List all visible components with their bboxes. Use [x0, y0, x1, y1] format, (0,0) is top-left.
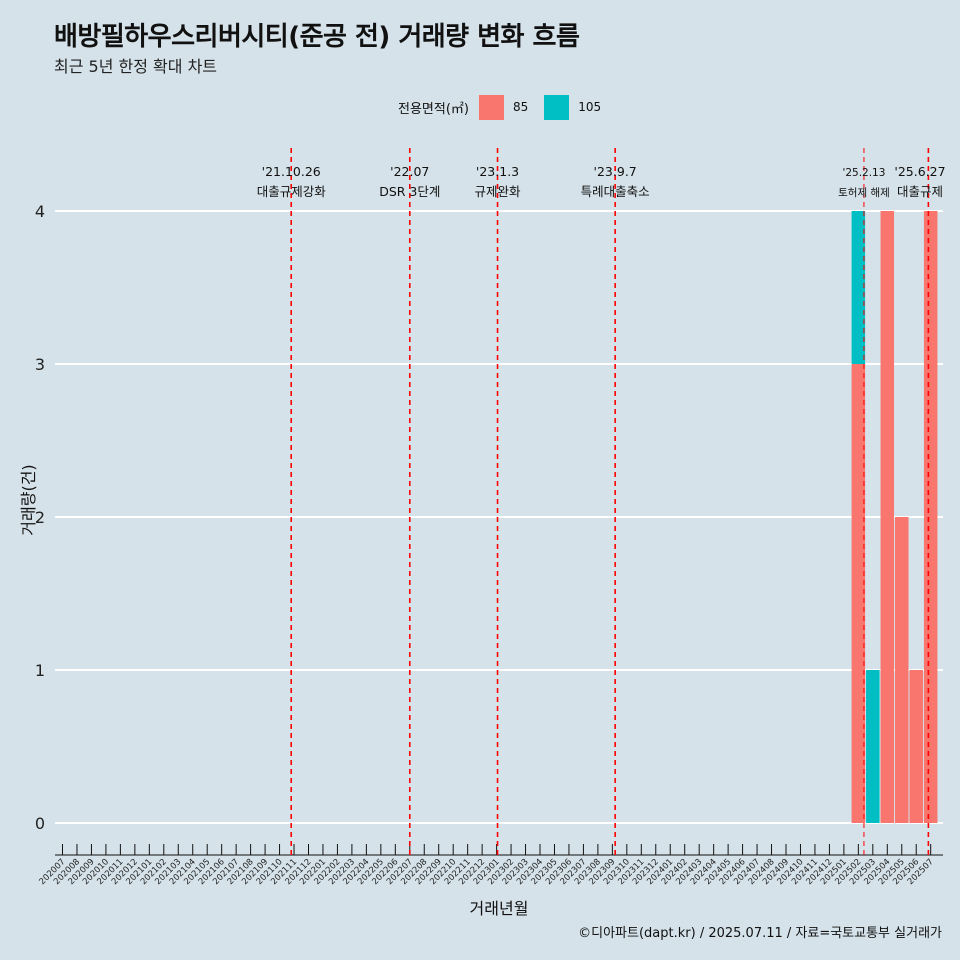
x-axis-title: 거래년월 [470, 899, 529, 918]
event-name-label: 대출규제 [897, 184, 943, 199]
y-tick-label: 0 [35, 814, 45, 833]
y-tick-label: 1 [35, 661, 45, 680]
y-tick-label: 3 [35, 355, 45, 374]
event-name-label: 특례대출축소 [581, 184, 650, 199]
event-name-label: 토허제 해제 [838, 186, 890, 199]
legend-key-105 [544, 94, 570, 120]
chart-subtitle: 최근 5년 한정 확대 차트 [54, 57, 218, 76]
source-caption: ©디아파트(dapt.kr) / 2025.07.11 / 자료=국토교통부 실… [578, 926, 942, 941]
legend-key-85 [478, 94, 504, 120]
y-axis-title: 거래량(건) [19, 464, 38, 535]
legend-label-85: 85 [512, 100, 529, 114]
bar-85-202507 [923, 211, 938, 823]
bar-85-202505 [895, 517, 909, 823]
event-date-label: '23.1.3 [476, 164, 519, 179]
chart-title: 배방필하우스리버시티(준공 전) 거래량 변화 흐름 [54, 22, 580, 52]
event-date-label: '22.07 [390, 164, 429, 179]
event-name-label: 규제완화 [475, 184, 522, 199]
bar-105-202503 [866, 670, 880, 823]
bar-85-202506 [909, 670, 923, 823]
event-date-label: '21.10.26 [262, 164, 321, 179]
bar-105-202502 [851, 211, 866, 364]
y-tick-label: 4 [35, 202, 45, 221]
event-name-label: 대출규제강화 [257, 184, 327, 199]
legend: 전용면적(㎡) 85 105 [398, 94, 617, 120]
legend-title: 전용면적(㎡) [398, 101, 469, 117]
event-date-label: '23.9.7 [594, 164, 637, 179]
y-tick-label: 2 [35, 508, 45, 527]
event-date-label: '25.2.13 [842, 167, 885, 179]
bar-85-202504 [880, 211, 895, 823]
legend-label-105: 105 [578, 100, 602, 114]
bar-85-202502 [851, 364, 866, 823]
event-date-label: '25.6.27 [894, 164, 945, 179]
event-name-label: DSR 3단계 [379, 184, 440, 199]
